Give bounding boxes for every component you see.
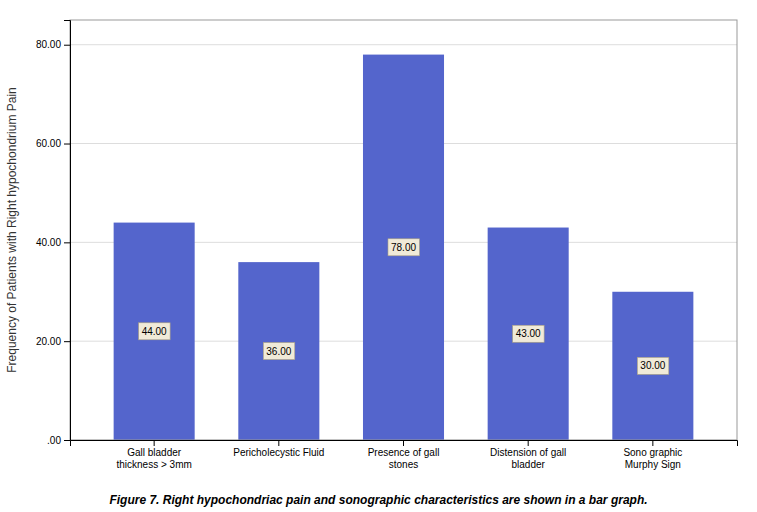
data-label-box <box>263 343 294 360</box>
x-tick-label: Presence of gallstones <box>368 447 440 470</box>
data-label-box <box>513 325 544 342</box>
data-label: 36.00 <box>266 346 291 357</box>
x-tick-label: Sono graphicMurphy Sign <box>623 447 682 470</box>
data-label-box <box>388 239 419 256</box>
x-tick: Sono graphicMurphy Sign <box>623 440 682 470</box>
chart: .00 20.00 40.00 60.00 80.00 Gall bladderthick… <box>0 0 757 512</box>
y-tick-label: 60.00 <box>36 138 61 149</box>
y-tick-label: .00 <box>47 435 61 446</box>
x-tick: Presence of gallstones <box>368 440 440 470</box>
y-axis-title: Frequency of Patients with Right hypocho… <box>5 87 19 373</box>
data-label-box <box>139 323 170 340</box>
bar <box>114 223 195 440</box>
data-label: 30.00 <box>640 360 665 371</box>
x-tick-label: Gall bladderthickness > 3mm <box>116 447 191 470</box>
x-tick-mark <box>154 440 155 446</box>
x-tick-mark <box>278 440 279 446</box>
bar <box>488 228 569 440</box>
y-tick-mark <box>64 440 70 441</box>
x-tick: Pericholecystic Fluid <box>233 440 324 458</box>
y-tick: 40.00 <box>36 237 70 248</box>
x-tick-mark <box>403 440 404 446</box>
data-label: 43.00 <box>516 328 541 339</box>
data-labels: 44.00 36.00 78.00 43.00 30.00 <box>139 239 669 375</box>
data-label-box <box>637 357 668 374</box>
data-label-group: 78.00 <box>388 239 419 256</box>
x-tick: Gall bladderthickness > 3mm <box>116 440 191 470</box>
bar <box>612 292 693 440</box>
caption: Figure 7. Right hypochondriac pain and s… <box>109 493 647 507</box>
x-tick-label: Distension of gallbladder <box>490 447 566 470</box>
plot-frame <box>70 20 737 440</box>
plot: .00 20.00 40.00 60.00 80.00 Gall bladderthick… <box>5 20 738 470</box>
y-tick-label: 40.00 <box>36 237 61 248</box>
y-tick: 80.00 <box>36 39 70 50</box>
bars <box>114 55 694 440</box>
x-tick-label: Pericholecystic Fluid <box>233 447 324 458</box>
y-tick-mark <box>64 341 70 342</box>
y-axis: .00 20.00 40.00 60.00 80.00 <box>36 21 71 446</box>
x-axis-line <box>71 441 738 447</box>
x-tick-mark <box>652 440 653 446</box>
y-tick: 20.00 <box>36 336 70 347</box>
y-tick-mark <box>64 144 70 145</box>
data-label-group: 44.00 <box>139 323 170 340</box>
data-label-group: 36.00 <box>263 343 294 360</box>
x-tick: Distension of gallbladder <box>490 440 566 470</box>
bar <box>363 55 444 440</box>
y-tick-label: 80.00 <box>36 39 61 50</box>
data-label-group: 43.00 <box>513 325 544 342</box>
x-tick-mark <box>528 440 529 446</box>
y-tick: .00 <box>47 435 70 446</box>
y-tick-mark <box>64 242 70 243</box>
grid-line <box>70 44 737 45</box>
y-tick-mark <box>64 45 70 46</box>
data-label: 44.00 <box>142 326 167 337</box>
data-label-group: 30.00 <box>637 357 668 374</box>
bar <box>238 262 319 440</box>
y-tick: 60.00 <box>36 138 70 149</box>
y-tick-label: 20.00 <box>36 336 61 347</box>
data-label: 78.00 <box>391 242 416 253</box>
x-axis: Gall bladderthickness > 3mm Pericholecyst… <box>71 440 738 470</box>
y-axis-line <box>64 21 71 441</box>
grid <box>70 45 737 440</box>
